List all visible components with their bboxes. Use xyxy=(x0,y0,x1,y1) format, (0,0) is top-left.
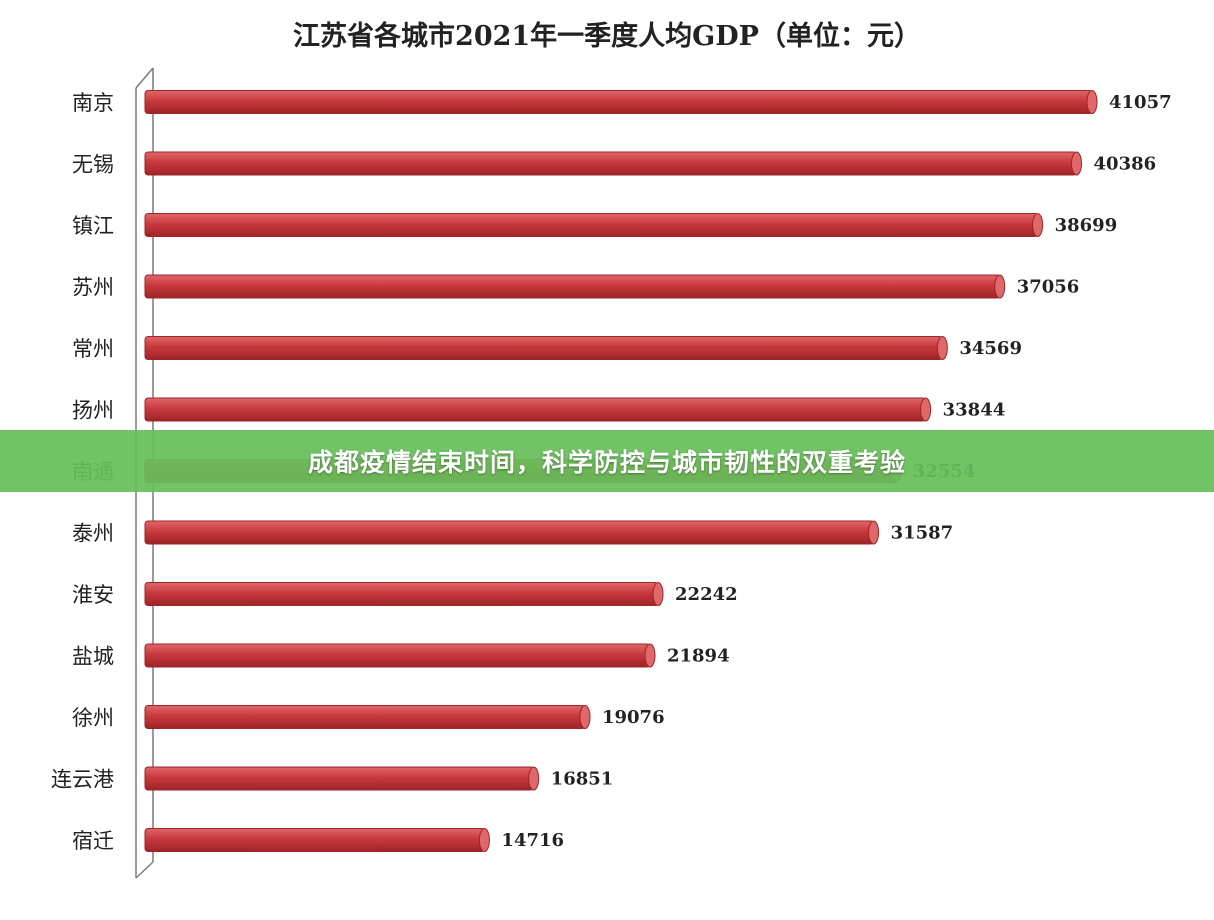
bar-cap xyxy=(478,828,490,852)
category-label: 盐城 xyxy=(72,645,114,669)
data-label: 22242 xyxy=(675,584,738,605)
bar-cap xyxy=(868,520,880,545)
bar xyxy=(144,582,659,606)
data-label: 41057 xyxy=(1109,92,1172,113)
category-label: 扬州 xyxy=(72,399,114,423)
category-label: 常州 xyxy=(72,337,114,361)
data-label: 19076 xyxy=(602,707,665,728)
bar xyxy=(144,397,927,422)
bar xyxy=(144,705,586,729)
bar-cap xyxy=(920,397,932,422)
bar-cap xyxy=(1032,213,1044,237)
data-label: 33844 xyxy=(943,400,1006,421)
category-label: 连云港 xyxy=(51,768,114,792)
bar xyxy=(144,151,1078,176)
bar-cap xyxy=(652,582,664,606)
data-label: 21894 xyxy=(667,646,730,667)
category-label: 泰州 xyxy=(72,522,114,546)
bar-cap xyxy=(528,766,540,791)
bar xyxy=(144,766,535,791)
chart-title: 江苏省各城市2021年一季度人均GDP（单位：元） xyxy=(293,21,921,52)
bar xyxy=(144,828,485,852)
category-label: 淮安 xyxy=(72,583,114,607)
category-label: 徐州 xyxy=(72,706,114,730)
bar xyxy=(144,520,875,545)
data-label: 34569 xyxy=(959,338,1022,359)
data-label: 14716 xyxy=(501,830,564,851)
bar-cap xyxy=(579,705,591,729)
bar xyxy=(144,213,1039,237)
bar-cap xyxy=(1071,151,1083,176)
category-label: 苏州 xyxy=(72,276,114,300)
bar xyxy=(144,643,651,668)
data-label: 31587 xyxy=(891,523,954,544)
bar-cap xyxy=(644,643,656,668)
data-label: 38699 xyxy=(1055,215,1118,236)
headline-banner: 成都疫情结束时间，科学防控与城市韧性的双重考验 xyxy=(0,430,1214,492)
bar-cap xyxy=(936,336,948,360)
bar xyxy=(144,274,1001,299)
data-label: 37056 xyxy=(1017,277,1080,298)
category-label: 无锡 xyxy=(72,153,114,177)
category-label: 南京 xyxy=(72,91,114,115)
data-label: 40386 xyxy=(1094,154,1157,175)
data-label: 16851 xyxy=(551,769,614,790)
category-label: 宿迁 xyxy=(72,829,114,853)
bar-cap xyxy=(1086,90,1098,114)
bar xyxy=(144,90,1093,114)
category-label: 镇江 xyxy=(72,214,114,238)
bar xyxy=(144,336,943,360)
headline-text: 成都疫情结束时间，科学防控与城市韧性的双重考验 xyxy=(307,448,906,477)
bar-cap xyxy=(994,274,1006,299)
